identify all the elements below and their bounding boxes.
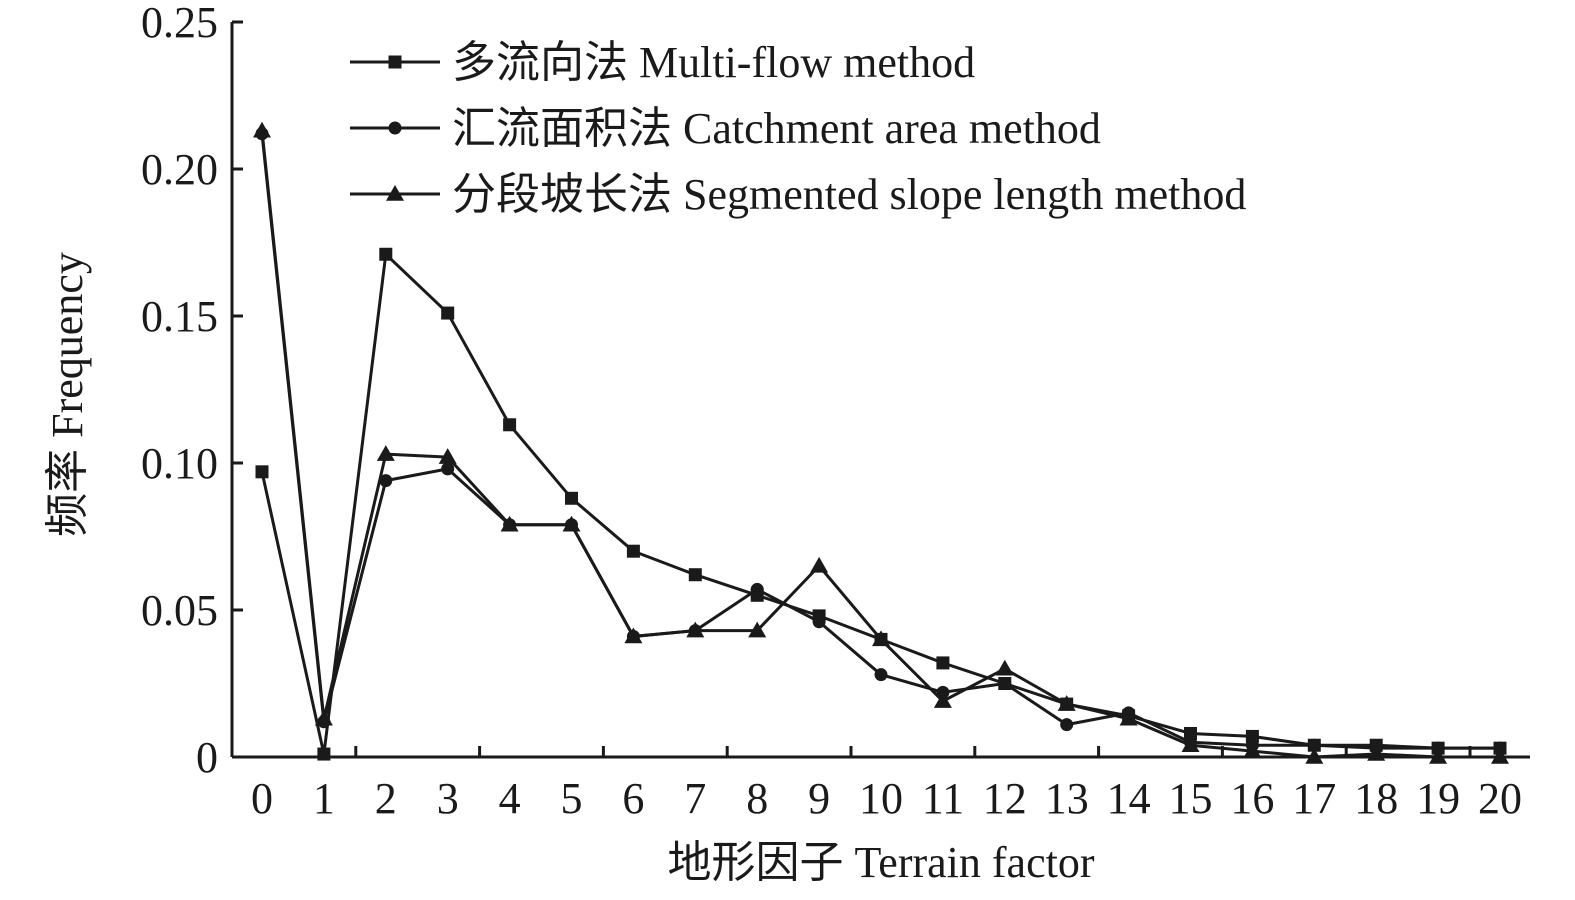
series-line	[260, 130, 1500, 759]
series-point-triangle	[1429, 748, 1448, 764]
legend-label: 汇流面积法 Catchment area method	[452, 104, 1101, 153]
series-point-triangle	[810, 556, 829, 573]
series-point-square	[441, 306, 455, 320]
series-point-triangle	[438, 448, 457, 464]
series-line	[260, 133, 1500, 750]
x-axis-title: 地形因子 Terrain factor	[668, 838, 1095, 887]
legend-label: 分段坡长法 Segmented slope length method	[452, 170, 1246, 219]
x-tick-label: 9	[808, 774, 830, 823]
x-tick-label: 20	[1478, 774, 1522, 823]
x-tick-label: 16	[1230, 774, 1274, 823]
series-square	[255, 247, 1507, 761]
x-tick-label: 13	[1045, 774, 1089, 823]
series-point-circle	[1307, 738, 1321, 752]
x-tick-label: 0	[251, 774, 273, 823]
x-tick-label: 3	[437, 774, 459, 823]
series-point-circle	[379, 474, 393, 488]
y-tick-label: 0.10	[141, 439, 218, 488]
x-tick-label: 5	[561, 774, 583, 823]
series-point-circle	[441, 462, 455, 476]
series-point-square	[317, 747, 331, 761]
series-point-circle	[874, 668, 888, 682]
y-tick-label: 0.15	[141, 292, 218, 341]
x-tick-label: 19	[1416, 774, 1460, 823]
x-tick-label: 10	[859, 774, 903, 823]
series-point-square	[388, 55, 402, 69]
series-point-triangle	[253, 121, 271, 138]
x-tick-label: 12	[983, 774, 1027, 823]
y-tick-label: 0.25	[141, 0, 218, 47]
series-point-triangle	[995, 659, 1014, 676]
y-axis-title: 频率 Frequency	[43, 252, 92, 537]
legend: 多流向法 Multi-flow method 汇流面积法 Catchment ar…	[350, 38, 1246, 219]
x-tick-label: 2	[375, 774, 397, 823]
series-point-triangle	[500, 515, 519, 532]
series-point-circle	[812, 615, 826, 629]
series-point-square	[688, 568, 702, 582]
y-tick-label: 0	[196, 733, 218, 782]
x-tick-label: 7	[684, 774, 706, 823]
x-tick-label: 15	[1169, 774, 1213, 823]
series-point-circle	[998, 677, 1012, 690]
legend-item: 多流向法 Multi-flow method	[350, 38, 975, 87]
series-point-circle	[750, 582, 764, 596]
y-ticks: 0 0.05 0.10 0.15 0.20 0.25	[141, 0, 243, 782]
series-triangle	[253, 121, 1509, 764]
series-point-square	[936, 656, 950, 670]
series-point-triangle	[872, 630, 890, 647]
series-circle	[255, 127, 1507, 755]
legend-item: 汇流面积法 Catchment area method	[350, 104, 1101, 153]
series-point-triangle	[386, 185, 404, 201]
series-point-triangle	[686, 621, 705, 638]
legend-label: 多流向法 Multi-flow method	[452, 38, 975, 87]
series-point-square	[626, 544, 640, 558]
series-point-triangle	[1119, 709, 1138, 726]
series-point-triangle	[1491, 748, 1509, 764]
series-point-triangle	[562, 515, 581, 532]
series-lines	[253, 121, 1509, 764]
series-point-triangle	[314, 709, 333, 726]
series-point-triangle	[933, 692, 952, 708]
x-tick-label: 1	[313, 774, 335, 823]
x-tick-label: 8	[746, 774, 768, 823]
series-point-square	[565, 491, 578, 505]
x-tick-label: 4	[499, 774, 521, 823]
series-point-square	[379, 247, 393, 261]
series-point-triangle	[1181, 736, 1200, 752]
x-ticks: 0 1 2 3 4 5 6 7 8 9 10 11 12 13 14 15 16 17 18 19 20	[251, 746, 1522, 823]
series-point-square	[503, 418, 517, 432]
legend-item: 分段坡长法 Segmented slope length method	[350, 170, 1246, 219]
y-tick-label: 0.20	[141, 145, 218, 194]
series-point-triangle	[1057, 695, 1076, 711]
x-tick-label: 11	[922, 774, 964, 823]
series-point-triangle	[1305, 748, 1324, 764]
series-point-triangle	[376, 445, 395, 461]
x-tick-label: 6	[622, 774, 644, 823]
series-point-square	[255, 465, 269, 479]
series-point-triangle	[748, 621, 767, 638]
y-tick-label: 0.05	[141, 586, 218, 635]
series-point-triangle	[624, 627, 643, 644]
series-point-triangle	[1367, 745, 1386, 761]
x-tick-label: 17	[1292, 774, 1336, 823]
series-point-circle	[388, 121, 402, 135]
x-tick-label: 14	[1107, 774, 1151, 823]
series-point-triangle	[1243, 742, 1262, 758]
series-point-circle	[1060, 718, 1074, 732]
x-tick-label: 18	[1354, 774, 1398, 823]
